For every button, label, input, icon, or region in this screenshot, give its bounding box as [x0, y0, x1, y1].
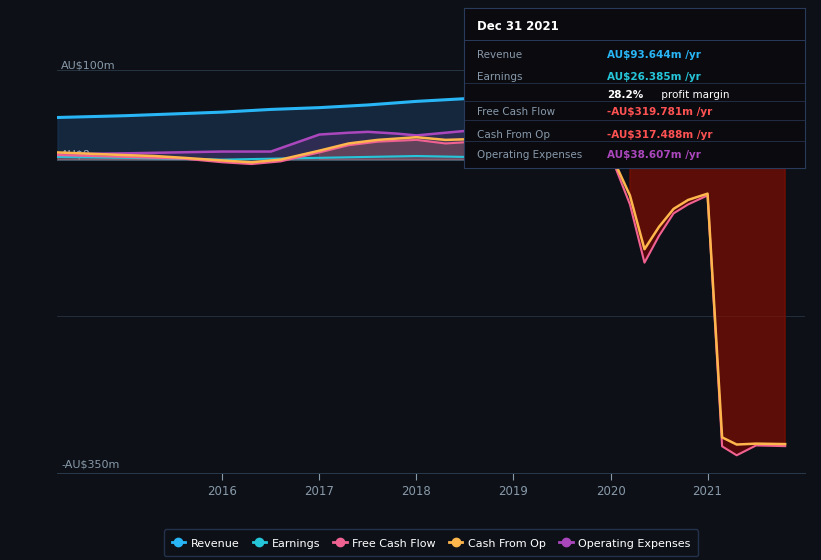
Text: Free Cash Flow: Free Cash Flow: [478, 108, 556, 118]
Text: Earnings: Earnings: [478, 72, 523, 82]
Text: AU$38.607m /yr: AU$38.607m /yr: [607, 151, 701, 161]
Text: AU$0: AU$0: [62, 150, 91, 160]
Text: 28.2%: 28.2%: [607, 90, 643, 100]
Text: AU$93.644m /yr: AU$93.644m /yr: [607, 50, 701, 60]
Legend: Revenue, Earnings, Free Cash Flow, Cash From Op, Operating Expenses: Revenue, Earnings, Free Cash Flow, Cash …: [164, 529, 698, 556]
Text: Operating Expenses: Operating Expenses: [478, 151, 583, 161]
Text: Revenue: Revenue: [478, 50, 523, 60]
Text: AU$0: AU$0: [62, 150, 91, 160]
Text: profit margin: profit margin: [658, 90, 730, 100]
Text: Cash From Op: Cash From Op: [478, 130, 551, 139]
Text: -AU$350m: -AU$350m: [62, 459, 120, 469]
Text: Dec 31 2021: Dec 31 2021: [478, 20, 559, 32]
Text: AU$26.385m /yr: AU$26.385m /yr: [607, 72, 700, 82]
Text: -AU$319.781m /yr: -AU$319.781m /yr: [607, 108, 712, 118]
Text: AU$100m: AU$100m: [62, 60, 116, 70]
Text: -AU$317.488m /yr: -AU$317.488m /yr: [607, 130, 713, 139]
